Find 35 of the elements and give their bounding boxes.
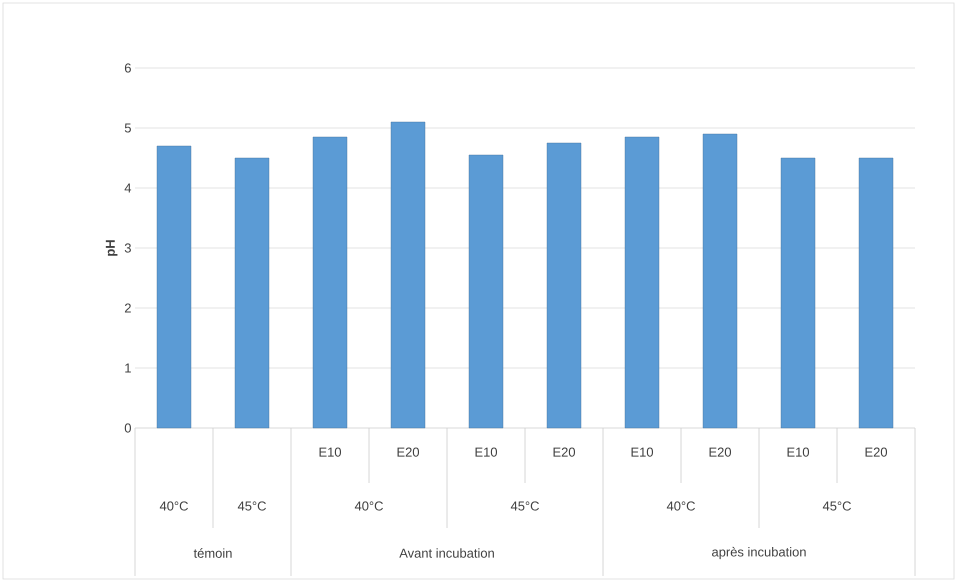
bar: [390, 122, 426, 428]
y-tick-label: 6: [124, 63, 131, 73]
bar: [234, 158, 270, 428]
x-tick-label: E10: [788, 448, 810, 457]
y-tick-label: 1: [125, 364, 131, 372]
y-tick-label: 4: [124, 184, 132, 192]
x-tick-label: E10: [320, 448, 342, 457]
text: 45°C: [822, 501, 851, 511]
text: 45°C: [238, 501, 266, 511]
bar: [624, 136, 660, 428]
bar: [312, 136, 348, 428]
x-tick-label: E10: [632, 448, 654, 457]
x-tick-label: E20: [710, 448, 732, 457]
text: après incubation: [712, 546, 806, 560]
bar: [468, 154, 504, 428]
text: témoin: [194, 548, 232, 558]
bar: [702, 134, 738, 428]
text: Avant incubation: [399, 548, 494, 558]
x-tick-label: E20: [554, 448, 576, 457]
text: 40°C: [666, 501, 695, 511]
x-tick-label: E10: [476, 448, 498, 457]
text: 40°C: [160, 501, 188, 511]
bar: [858, 158, 894, 428]
y-tick-label: 3: [124, 243, 131, 253]
y-axis-title: pH: [106, 240, 118, 256]
bar: [156, 146, 192, 428]
text: 45°C: [510, 501, 539, 511]
bar: [546, 142, 582, 428]
x-tick-label: E20: [866, 448, 888, 457]
y-tick-label: 5: [124, 123, 131, 133]
bar: [780, 158, 816, 428]
text: 40°C: [354, 501, 383, 511]
y-tick-label: 0: [124, 423, 131, 433]
y-tick-label: 2: [124, 303, 131, 313]
x-tick-label: E20: [398, 448, 420, 457]
